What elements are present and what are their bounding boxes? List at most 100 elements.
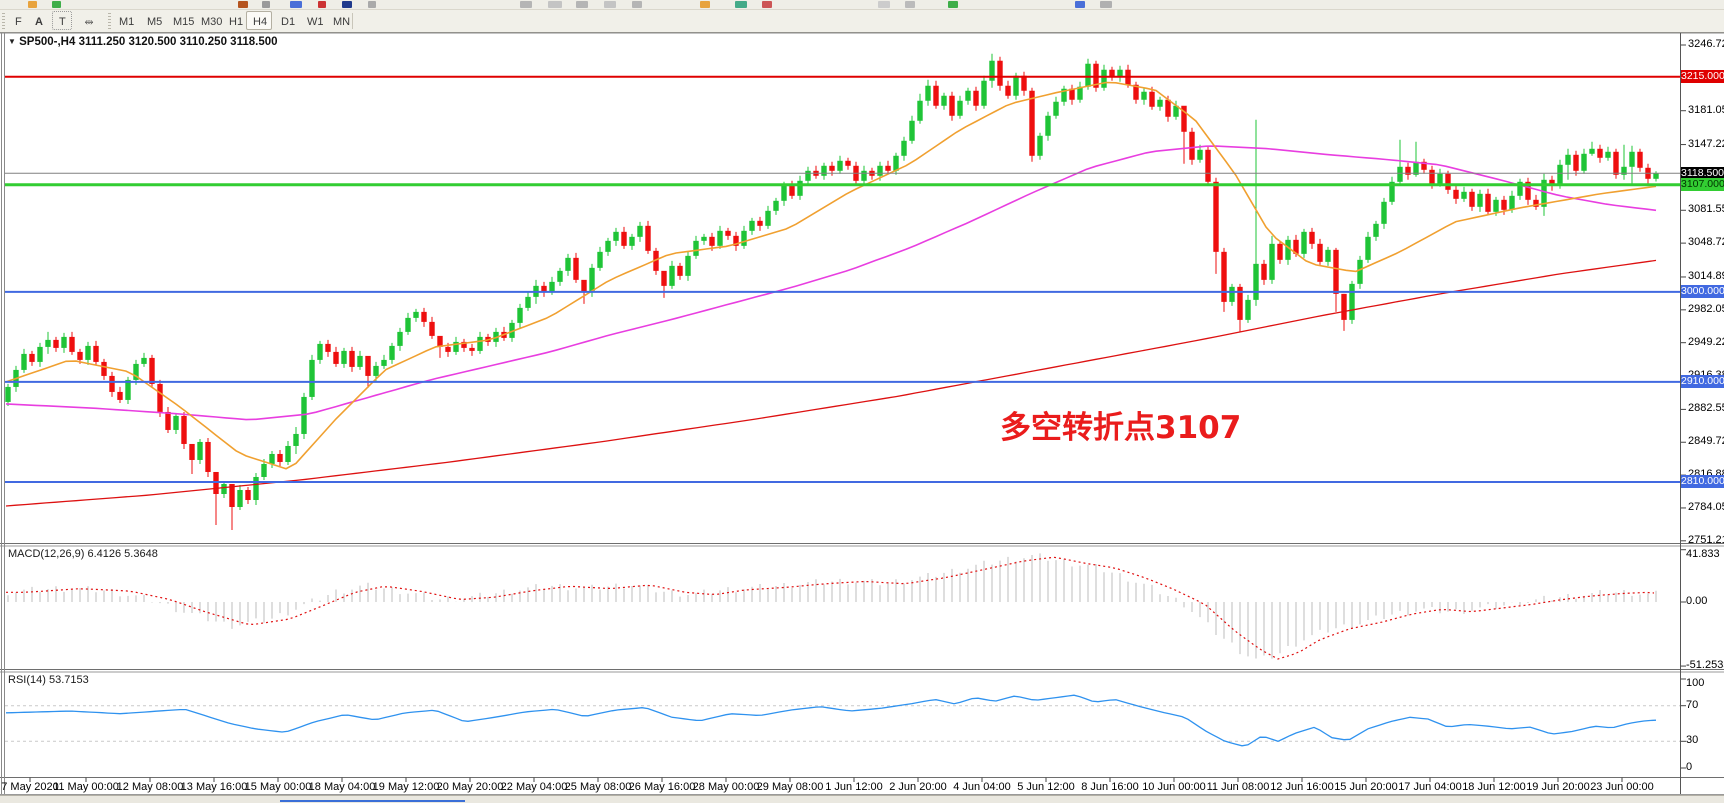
time-axis-label: 23 Jun 00:00 <box>1590 781 1654 793</box>
price-axis-tick: 2849.720 <box>1688 435 1724 448</box>
toolbar-fragment-icon <box>548 1 562 8</box>
timeframe-button-mn[interactable]: MN <box>326 11 352 30</box>
timeframe-button-m5[interactable]: M5 <box>140 11 166 30</box>
timeframe-button-w1[interactable]: W1 <box>300 11 326 30</box>
status-strip <box>0 795 1724 803</box>
time-axis-label: 13 May 16:00 <box>180 781 248 793</box>
chart-expand-icon[interactable]: ▼ <box>8 37 16 46</box>
time-axis-label: 17 Jun 04:00 <box>1398 781 1462 793</box>
price-axis-tick: 3181.055 <box>1688 103 1724 116</box>
price-line-badge: 3118.500 <box>1681 166 1724 180</box>
toolbar-fragment-icon <box>238 1 248 8</box>
time-axis-label: 11 May 00:00 <box>53 781 119 793</box>
time-axis-label: 19 Jun 20:00 <box>1526 781 1590 793</box>
price-line-badge: 3000.000 <box>1681 285 1724 299</box>
price-line-badge: 2810.000 <box>1681 475 1724 489</box>
time-axis-label: 7 May 2020 <box>1 781 59 793</box>
price-axis-tick: 2949.220 <box>1688 335 1724 348</box>
toolbar-separator <box>352 13 353 29</box>
toolbar-fragment-icon <box>28 1 37 8</box>
time-axis-label: 15 Jun 20:00 <box>1334 781 1398 793</box>
time-axis-label: 10 Jun 00:00 <box>1142 781 1206 793</box>
indicator-grid-icon[interactable]: F <box>8 11 26 30</box>
price-axis-tick: 2882.555 <box>1688 402 1724 415</box>
time-axis-label: 15 May 00:00 <box>244 781 312 793</box>
toolbar-fragment-icon <box>342 1 352 8</box>
time-axis-label: 18 May 04:00 <box>308 781 376 793</box>
chart-window[interactable]: ▼ SP500-,H4 3111.250 3120.500 3110.250 3… <box>0 32 1724 795</box>
time-axis-label: 18 Jun 12:00 <box>1462 781 1526 793</box>
toolbar-fragment-icon <box>905 1 915 8</box>
toolbar-fragment-icon <box>1100 1 1112 8</box>
time-axis-label: 12 Jun 16:00 <box>1270 781 1334 793</box>
time-axis-label: 4 Jun 04:00 <box>953 781 1011 793</box>
macd-axis-tick: 41.833 <box>1686 547 1720 560</box>
text-label-tool-icon[interactable]: A <box>28 11 48 30</box>
toolbar-fragment-icon <box>700 1 710 8</box>
time-axis-label: 26 May 16:00 <box>628 781 696 793</box>
time-axis-label: 22 May 04:00 <box>500 781 568 793</box>
rsi-axis-tick: 30 <box>1686 734 1699 747</box>
price-axis-tick: 3147.225 <box>1688 137 1724 150</box>
time-axis-label: 8 Jun 16:00 <box>1081 781 1139 793</box>
time-axis-label: 20 May 20:00 <box>436 781 504 793</box>
macd-axis-tick: 0.00 <box>1686 595 1708 607</box>
price-line-badge: 3107.000 <box>1681 178 1724 192</box>
price-axis-tick: 3014.890 <box>1688 269 1724 282</box>
macd-indicator-label: MACD(12,26,9) 6.4126 5.3648 <box>8 548 158 560</box>
time-axis-label: 28 May 00:00 <box>692 781 760 793</box>
text-box-tool-icon[interactable]: T <box>52 11 72 30</box>
status-strip-accent <box>280 800 465 802</box>
toolbar-fragment-icon <box>576 1 588 8</box>
toolbar-fragment-icon <box>262 1 270 8</box>
time-axis-label: 11 Jun 08:00 <box>1206 781 1270 793</box>
toolbar-fragment-icon <box>1075 1 1085 8</box>
toolbar-fragment-icon <box>520 1 532 8</box>
toolbar-fragment-icon <box>762 1 772 8</box>
rsi-indicator-label: RSI(14) 53.7153 <box>8 674 89 686</box>
toolbar-fragment-icon <box>878 1 890 8</box>
price-axis-tick: 3048.720 <box>1688 236 1724 249</box>
timeframe-button-m30[interactable]: M30 <box>194 11 222 30</box>
price-line-badge: 2910.000 <box>1681 375 1724 389</box>
toolbar-grip[interactable] <box>2 13 5 29</box>
chart-symbol-period: SP500-,H4 <box>19 36 76 48</box>
toolbar-fragment-icon <box>290 1 302 8</box>
time-axis-label: 1 Jun 12:00 <box>825 781 883 793</box>
macd-axis-tick: -51.2535 <box>1686 659 1724 672</box>
toolbar-fragment-icon <box>52 1 61 8</box>
toolbar-row-partial <box>0 0 1724 10</box>
price-axis-tick: 2751.215 <box>1688 533 1724 546</box>
price-line-badge: 3215.000 <box>1681 70 1724 84</box>
rsi-axis-tick: 0 <box>1686 761 1693 773</box>
toolbar-fragment-icon <box>604 1 616 8</box>
time-axis-label: 2 Jun 20:00 <box>889 781 947 793</box>
toolbar-fragment-icon <box>735 1 747 8</box>
price-axis-tick: 2784.050 <box>1688 500 1724 513</box>
toolbar-fragment-icon <box>948 1 958 8</box>
time-axis-label: 29 May 08:00 <box>756 781 824 793</box>
chart-title: ▼ SP500-,H4 3111.250 3120.500 3110.250 3… <box>8 36 278 48</box>
time-axis-label: 25 May 08:00 <box>564 781 632 793</box>
chart-ohlc-values: 3111.250 3120.500 3110.250 3118.500 <box>78 36 278 48</box>
toolbar-fragment-icon <box>632 1 642 8</box>
timeframe-button-h4[interactable]: H4 <box>246 11 272 30</box>
timeframe-button-m1[interactable]: M1 <box>112 11 138 30</box>
time-axis-label: 12 May 08:00 <box>116 781 184 793</box>
timeframe-button-d1[interactable]: D1 <box>274 11 300 30</box>
rsi-axis-tick: 100 <box>1686 677 1705 689</box>
time-axis-label: 5 Jun 12:00 <box>1017 781 1075 793</box>
toolbar-fragment-icon <box>318 1 326 8</box>
price-axis-tick: 3081.555 <box>1688 203 1724 216</box>
toolbar-fragment-icon <box>368 1 376 8</box>
timeframe-button-h1[interactable]: H1 <box>222 11 248 30</box>
chart-annotation-text: 多空转折点3107 <box>1000 410 1242 446</box>
timeframe-button-m15[interactable]: M15 <box>166 11 194 30</box>
time-axis-label: 19 May 12:00 <box>372 781 440 793</box>
toolbar-grip[interactable] <box>108 13 111 29</box>
price-axis-tick: 2982.055 <box>1688 302 1724 315</box>
